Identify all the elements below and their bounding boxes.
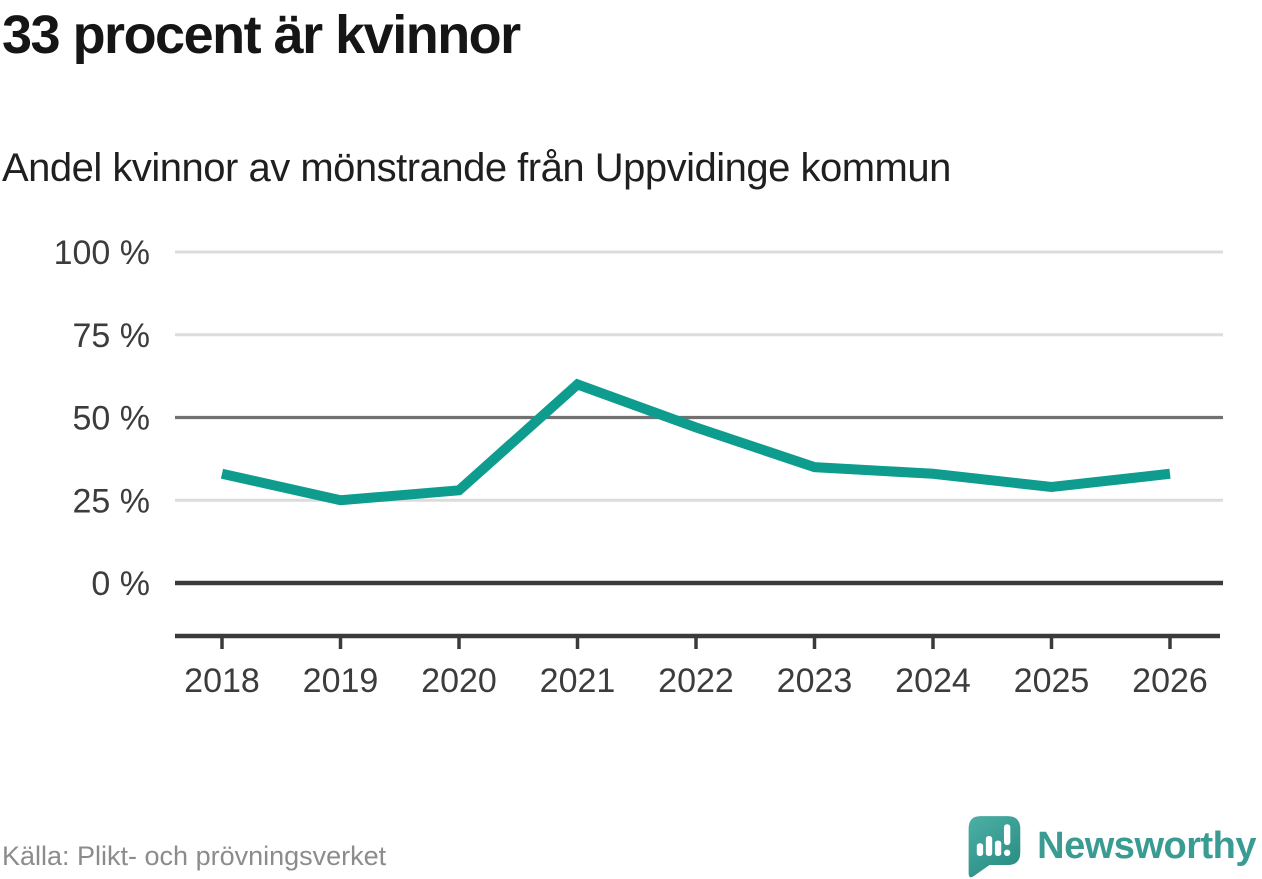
x-tick-label: 2024 [895,662,971,700]
y-tick-label: 25 % [73,482,151,520]
newsworthy-wordmark: Newsworthy [1037,824,1256,867]
x-tick-label: 2021 [540,662,616,700]
x-tick-label: 2025 [1014,662,1090,700]
x-tick-label: 2020 [421,662,497,700]
chart-subtitle: Andel kvinnor av mönstrande från Uppvidi… [2,146,951,190]
line-chart-canvas: 0 % 25 % 50 % 75 % 100 % 2018 2019 2020 2021 2022… [54,234,1223,700]
x-tick-label: 2022 [658,662,734,700]
y-tick-label: 0 % [91,565,150,603]
headline: 33 procent är kvinnor [2,5,521,65]
data-line-series [220,378,1171,506]
y-tick-label: 75 % [73,317,151,355]
y-tick-label: 100 % [54,234,150,272]
line-chart: 0 % 25 % 50 % 75 % 100 % 2018 2019 2020 2021 2022… [0,230,1262,700]
newsworthy-logo: Newsworthy [965,813,1256,879]
speech-bubble-shape [968,816,1021,878]
x-tick-label: 2023 [777,662,853,700]
x-tick-label: 2019 [303,662,379,700]
x-tick-label: 2026 [1132,662,1208,700]
x-tick-label: 2018 [184,662,260,700]
exclamation-glyph [1004,824,1011,856]
y-tick-label: 50 % [73,400,151,438]
newsworthy-logo-icon [968,816,1021,878]
bar-chart-glyph [976,836,1002,856]
source-attribution: Källa: Plikt- och prövningsverket [2,841,387,871]
